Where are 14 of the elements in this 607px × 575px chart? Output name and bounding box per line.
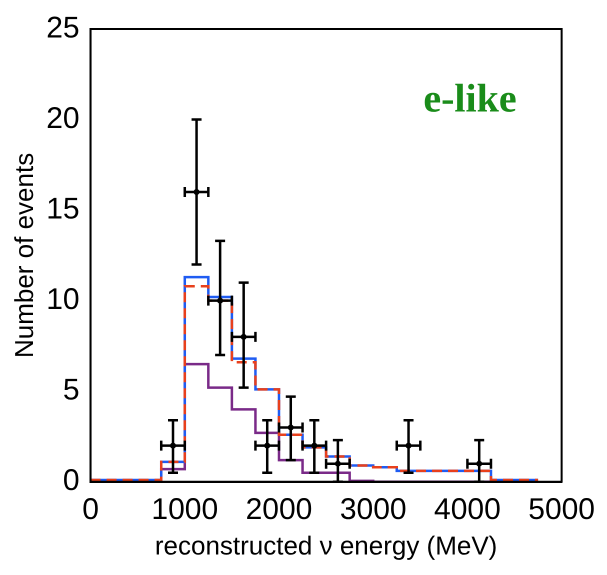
y-axis-title: Number of events	[8, 152, 39, 358]
y-tick-label: 5	[62, 374, 80, 407]
x-tick-label: 1000	[151, 493, 218, 526]
x-axis-title: reconstructed ν energy (MeV)	[154, 530, 498, 561]
x-tick-label: 3000	[340, 493, 407, 526]
y-tick-label: 20	[46, 102, 80, 135]
x-tick-label: 4000	[434, 493, 501, 526]
annotation: e-like	[423, 75, 517, 120]
y-tick-label: 0	[62, 464, 80, 498]
x-tick-label: 2000	[246, 493, 312, 526]
y-tick-label: 15	[46, 192, 80, 226]
y-tick-label: 25	[46, 11, 80, 44]
y-tick-label: 10	[46, 282, 80, 316]
x-tick-label: 5000	[528, 493, 596, 526]
